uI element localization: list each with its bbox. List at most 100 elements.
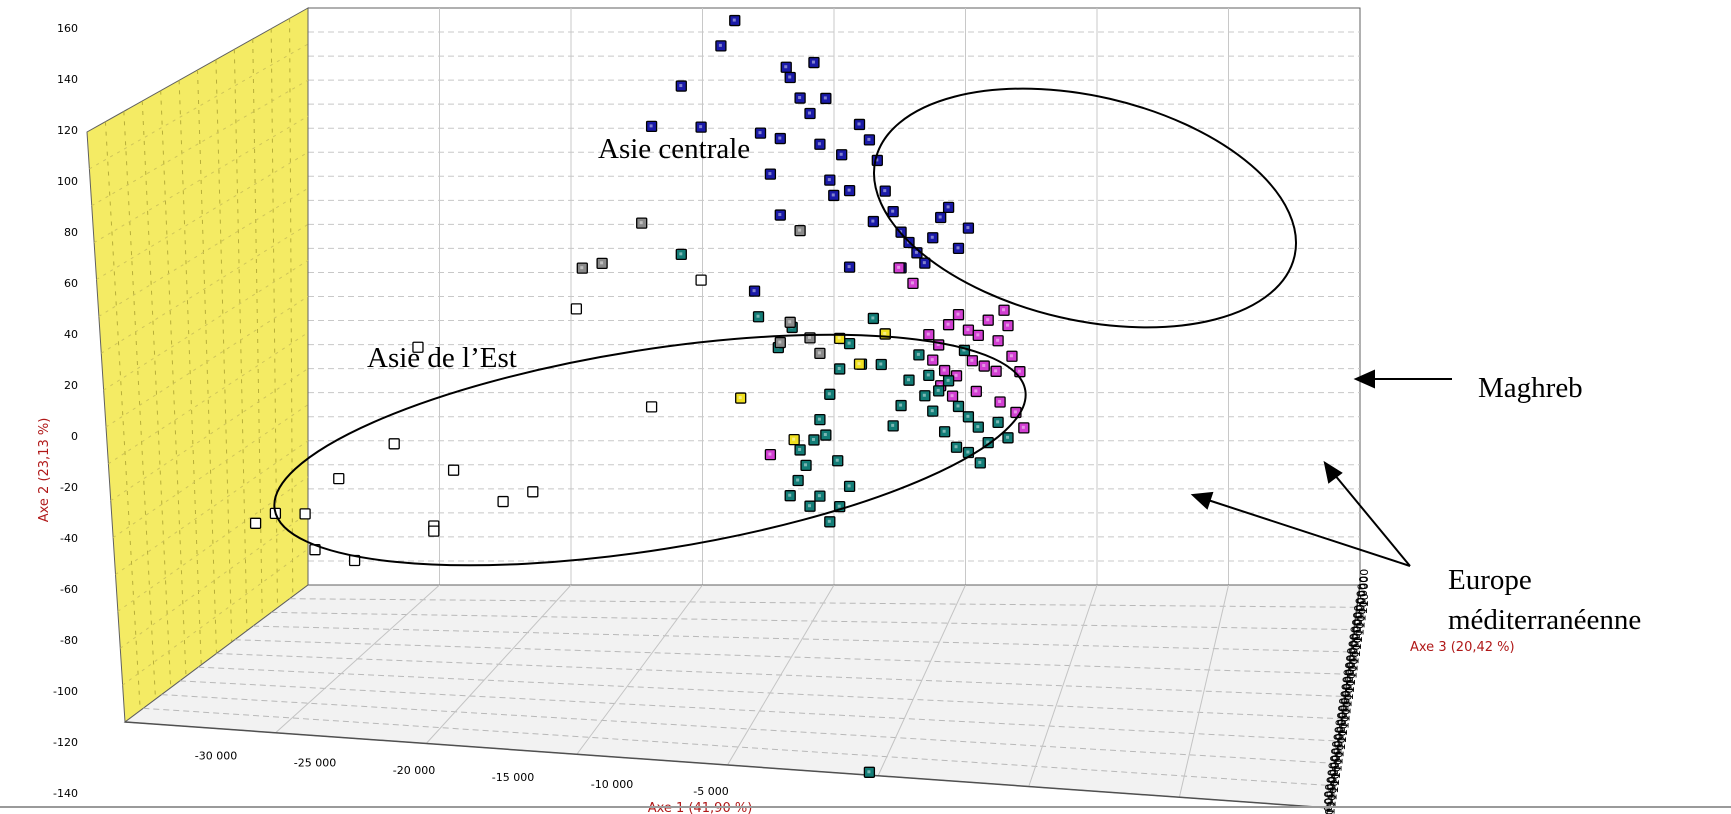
x-axis-edge	[124, 721, 1331, 809]
point-highlight	[883, 189, 887, 193]
point-maghreb	[970, 385, 982, 398]
point-highlight	[954, 445, 958, 449]
floor-grid-line	[877, 584, 966, 776]
point-highlight	[738, 396, 742, 400]
z-tick-label: 10 000	[1349, 626, 1362, 665]
point-highlight	[600, 261, 604, 265]
z-tick-label: 10 000	[1345, 648, 1358, 687]
point-highlight	[831, 193, 835, 197]
point-asie-de-l-est	[695, 274, 707, 286]
floor-grid-line	[425, 584, 572, 744]
point-highlight	[808, 111, 811, 115]
point-europe-mediterraneenne	[792, 474, 804, 487]
point-asie-centrale	[774, 132, 786, 145]
left-grid-line	[215, 59, 233, 643]
point-europe-mediterraneenne	[832, 455, 844, 467]
left-grid-line	[123, 111, 156, 700]
point-highlight	[1021, 425, 1025, 429]
point-asie-centrale	[863, 134, 876, 146]
left-grid-line	[100, 223, 309, 354]
point-highlight	[867, 137, 871, 141]
point-europe-mediterraneenne	[962, 411, 975, 423]
point-asie-centrale	[695, 121, 707, 133]
point-highlight	[897, 265, 901, 269]
point-asie-centrale	[853, 118, 866, 131]
point-highlight	[857, 122, 861, 126]
x-tick-label: -25 000	[294, 757, 336, 770]
arrow-europe-left	[1207, 499, 1411, 567]
point-asie-centrale	[774, 209, 786, 221]
point-highlight	[811, 60, 815, 64]
left-grid-line	[104, 121, 141, 711]
point-highlight	[996, 338, 1000, 342]
point-highlight	[966, 414, 970, 418]
point-highlight	[847, 484, 851, 488]
point-highlight	[847, 188, 851, 192]
point-asie-centrale	[867, 215, 880, 228]
point-asie-centrale	[729, 14, 741, 27]
point-maghreb	[1018, 422, 1030, 434]
point-highlight	[966, 450, 970, 454]
point-highlight	[758, 131, 762, 135]
z-tick-label: 10 000	[1341, 676, 1354, 715]
left-grid-line	[289, 18, 294, 597]
point-highlight	[778, 213, 782, 217]
point-highlight	[996, 420, 1000, 424]
point-highlight	[580, 266, 584, 270]
point-asie-centrale	[935, 211, 947, 224]
point-europe-mediterraneenne	[950, 441, 963, 453]
point-europe-mediterraneenne	[887, 420, 899, 432]
y-tick-label: -20	[60, 481, 78, 494]
point-highlight	[792, 437, 796, 441]
y-tick-label: -40	[60, 532, 78, 545]
x-tick-label: -10 000	[591, 778, 633, 791]
z-tick-label: 10 000	[1342, 669, 1355, 708]
point-highlight	[930, 235, 934, 239]
point-highlight	[922, 261, 926, 265]
point-europe-mediterraneenne	[913, 349, 925, 361]
left-grid-line	[105, 296, 309, 428]
y-tick-label: -60	[60, 583, 78, 596]
y-tick-labels: 160 140 120 100 80 60 40 20 0 -20 -40 -60 -80 -100 -12…	[53, 22, 78, 800]
z-tick-label: 10 000	[1334, 719, 1347, 758]
point-highlight	[899, 403, 903, 407]
z-tick-label: 10 000	[1324, 776, 1337, 814]
point-highlight	[994, 369, 998, 373]
z-tick-label: 10 000	[1339, 683, 1352, 722]
point-highlight	[837, 504, 841, 508]
z-axis-edge	[1329, 584, 1361, 809]
y-tick-label: -80	[60, 634, 78, 647]
point-highlight	[871, 316, 875, 320]
z-tick-label: 10 000	[1330, 741, 1343, 780]
point-highlight	[942, 368, 946, 372]
point-highlight	[827, 519, 831, 523]
point-highlight	[778, 340, 782, 344]
point-asie-centrale	[927, 232, 939, 244]
y-tick-label: -140	[53, 787, 78, 800]
point-highlight	[936, 342, 940, 346]
point-highlight	[798, 228, 802, 232]
point-europe-mediterraneenne	[824, 388, 836, 400]
point-highlight	[798, 447, 802, 451]
point-highlight	[916, 352, 920, 356]
point-gris	[784, 316, 796, 328]
point-europe-mediterraneenne	[895, 399, 907, 412]
point-highlight	[946, 378, 950, 382]
point-asie-centrale	[754, 127, 767, 139]
point-asie-centrale	[715, 40, 727, 52]
y-tick-label: 40	[64, 328, 78, 341]
point-highlight	[1006, 435, 1009, 439]
point-highlight	[756, 314, 760, 318]
point-gris	[636, 217, 648, 229]
point-asie-de-l-est	[412, 341, 424, 353]
point-highlight	[914, 250, 918, 254]
point-highlight	[910, 281, 914, 285]
point-maghreb	[907, 277, 919, 290]
point-maghreb	[978, 360, 990, 372]
point-europe-mediterraneenne	[867, 312, 880, 325]
point-highlight	[796, 478, 800, 482]
floor	[123, 584, 1361, 809]
point-europe-mediterraneenne	[974, 457, 986, 469]
point-highlight	[946, 322, 950, 326]
point-europe-mediterraneenne	[804, 500, 816, 512]
